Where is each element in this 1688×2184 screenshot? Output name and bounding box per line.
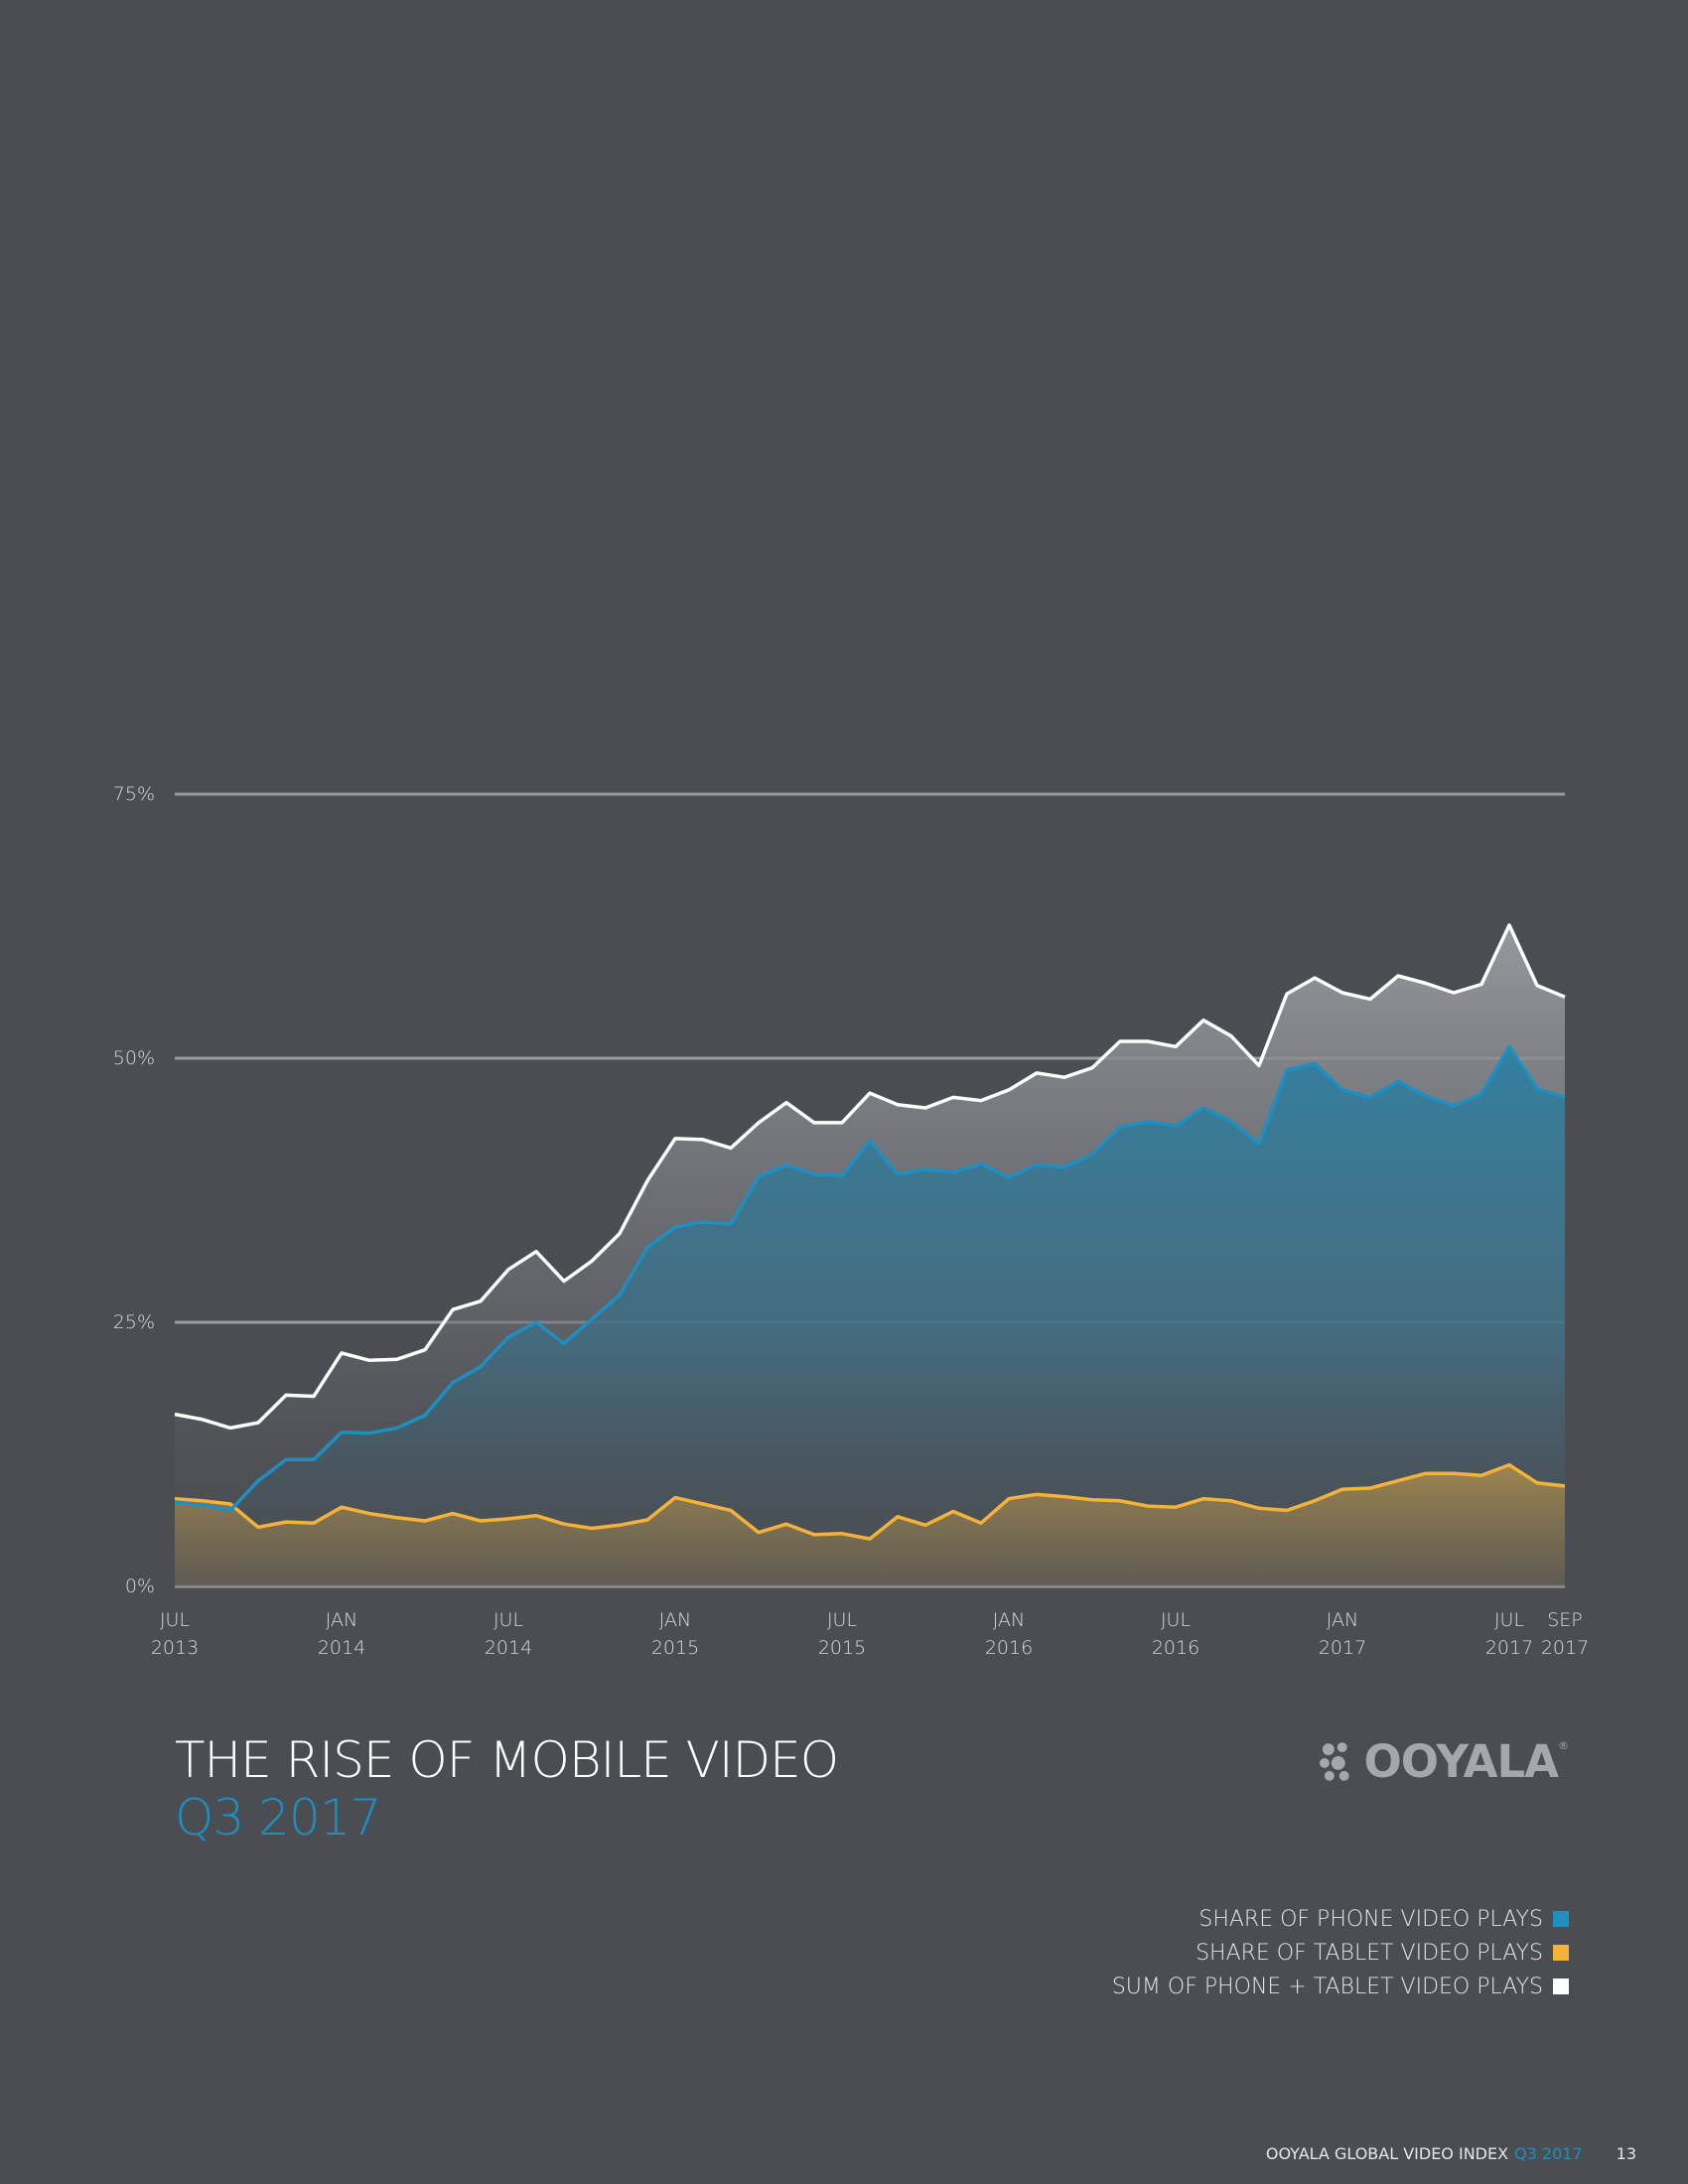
ooyala-logo-icon	[1319, 1742, 1349, 1781]
footer-quarter: Q3 2017	[1514, 2144, 1583, 2163]
x-tick-label: JUL	[493, 1609, 523, 1631]
x-tick-label: JAN	[659, 1609, 691, 1631]
x-tick-label-year: 2017	[1541, 1637, 1589, 1659]
page-subtitle: Q3 2017	[175, 1789, 381, 1846]
x-tick-label: JUL	[1161, 1609, 1191, 1631]
x-tick-label-year: 2017	[1319, 1637, 1366, 1659]
legend-item-tablet: SHARE OF TABLET VIDEO PLAYS	[1112, 1936, 1569, 1970]
legend-label-phone: SHARE OF PHONE VIDEO PLAYS	[1198, 1906, 1543, 1932]
y-tick-label: 75%	[113, 783, 155, 805]
footer-report-name: OOYALA GLOBAL VIDEO INDEX	[1265, 2144, 1509, 2163]
x-tick-label-year: 2015	[818, 1637, 866, 1659]
page-footer: OOYALA GLOBAL VIDEO INDEX Q3 2017 13	[1266, 2144, 1636, 2163]
x-tick-label-year: 2014	[318, 1637, 365, 1659]
y-tick-label: 50%	[113, 1047, 155, 1069]
ooyala-logo-text: OOYALA	[1363, 1734, 1559, 1788]
x-tick-label: JUL	[827, 1609, 857, 1631]
x-tick-label-year: 2015	[651, 1637, 699, 1659]
line-phone	[174, 1044, 1566, 1513]
y-tick-label: 0%	[125, 1575, 155, 1597]
legend-item-phone: SHARE OF PHONE VIDEO PLAYS	[1112, 1902, 1569, 1936]
legend-swatch-sum	[1553, 1979, 1569, 1994]
page-number: 13	[1616, 2144, 1636, 2163]
line-sum	[174, 923, 1566, 1431]
area-tablet	[175, 1464, 1565, 1586]
legend-label-sum: SUM OF PHONE + TABLET VIDEO PLAYS	[1111, 1974, 1543, 1999]
registered-mark: ®	[1558, 1739, 1569, 1752]
x-tick-label: JAN	[1327, 1609, 1358, 1631]
x-tick-label-year: 2017	[1485, 1637, 1533, 1659]
x-tick-label-year: 2016	[1152, 1637, 1199, 1659]
line-tablet	[174, 1462, 1566, 1541]
x-tick-label-year: 2013	[151, 1637, 199, 1659]
x-tick-label-year: 2014	[485, 1637, 532, 1659]
x-tick-label: JAN	[993, 1609, 1025, 1631]
legend-swatch-phone	[1553, 1911, 1569, 1927]
page-title: THE RISE OF MOBILE VIDEO	[175, 1731, 839, 1789]
chart-title-block: THE RISE OF MOBILE VIDEO Q3 2017	[175, 1731, 839, 1846]
ooyala-logo: OOYALA ®	[1317, 1734, 1569, 1788]
x-tick-label: JUL	[1494, 1609, 1524, 1631]
x-tick-label: JAN	[326, 1609, 357, 1631]
x-tick-label: SEP	[1547, 1609, 1583, 1631]
area-phone	[175, 1046, 1565, 1586]
legend-label-tablet: SHARE OF TABLET VIDEO PLAYS	[1196, 1940, 1543, 1966]
legend-swatch-tablet	[1553, 1945, 1569, 1961]
x-tick-label-year: 2016	[985, 1637, 1033, 1659]
y-tick-label: 25%	[113, 1311, 155, 1333]
x-tick-label: JUL	[160, 1609, 190, 1631]
chart-legend: SHARE OF PHONE VIDEO PLAYS SHARE OF TABL…	[1112, 1902, 1569, 2003]
legend-item-sum: SUM OF PHONE + TABLET VIDEO PLAYS	[1112, 1970, 1569, 2003]
